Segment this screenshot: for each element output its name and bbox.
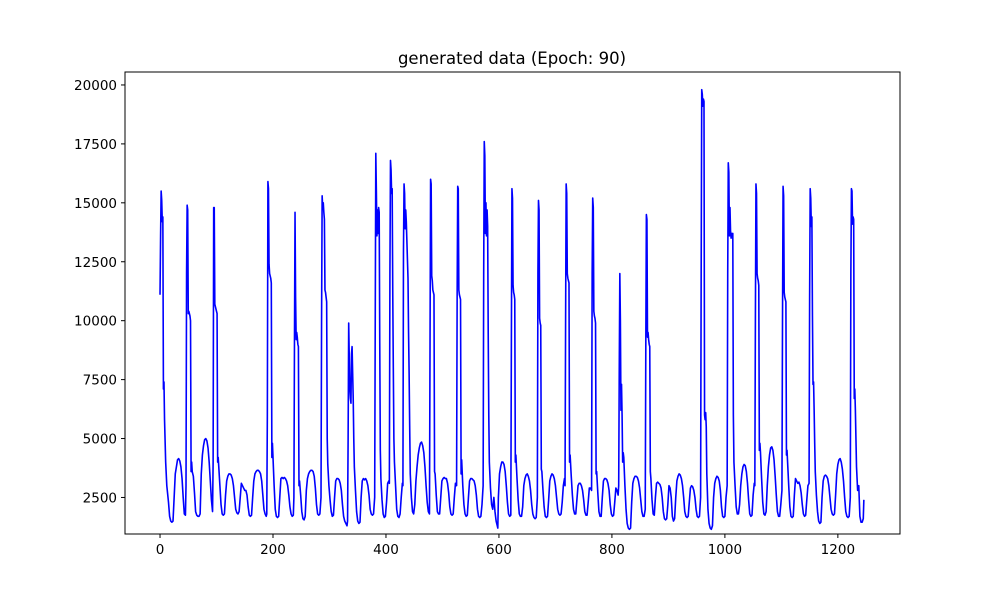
x-tick-label: 1000 xyxy=(708,542,742,558)
x-tick-label: 400 xyxy=(373,542,399,558)
x-tick-label: 200 xyxy=(260,542,286,558)
x-tick-label: 800 xyxy=(599,542,625,558)
y-tick-label: 12500 xyxy=(74,255,117,271)
series-line-0 xyxy=(159,88,865,531)
y-axis: 2500 5000 7500 10000 12500 15000 17500 20000 xyxy=(74,78,125,506)
y-tick-label: 20000 xyxy=(74,78,117,94)
series-layer xyxy=(159,88,865,531)
x-tick-label: 0 xyxy=(156,542,165,558)
x-tick-label: 1200 xyxy=(821,542,855,558)
plot-frame xyxy=(124,71,901,535)
y-tick-label: 17500 xyxy=(74,137,117,153)
y-tick-label: 7500 xyxy=(83,373,117,389)
chart-title: generated data (Epoch: 90) xyxy=(398,49,626,68)
y-tick-label: 15000 xyxy=(74,196,117,212)
x-axis: 0 200 400 600 800 1000 1200 xyxy=(156,534,855,558)
x-tick-label: 600 xyxy=(486,542,512,558)
y-tick-label: 2500 xyxy=(83,490,117,506)
y-tick-label: 10000 xyxy=(74,314,117,330)
y-tick-label: 5000 xyxy=(83,432,117,448)
